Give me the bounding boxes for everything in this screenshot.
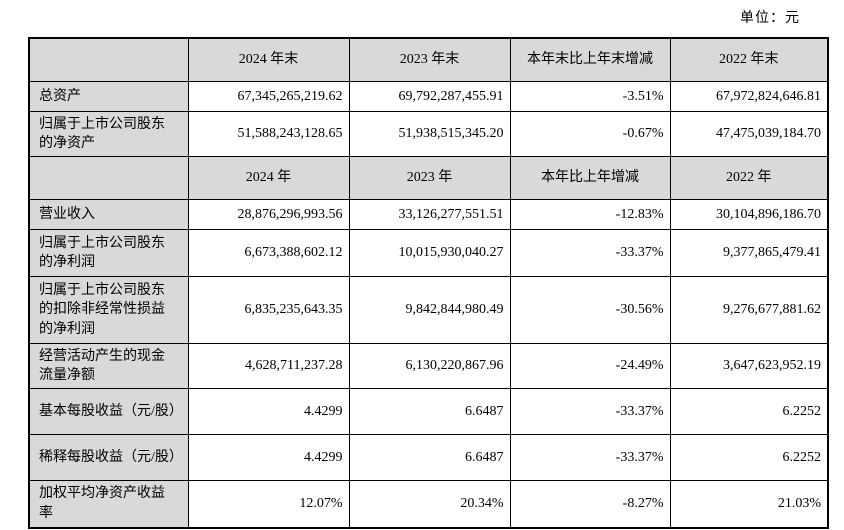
cell-value: 21.03% (669, 480, 829, 528)
row-label: 基本每股收益（元/股） (28, 388, 189, 435)
row-label: 经营活动产生的现金流量净额 (28, 343, 189, 389)
cell-value: 33,126,277,551.51 (348, 199, 511, 230)
cell-value: 20.34% (348, 480, 511, 528)
table-row-operating-cash-flow: 经营活动产生的现金流量净额 4,628,711,237.28 6,130,220… (28, 343, 829, 389)
col-header-2024-year-end: 2024 年末 (187, 37, 350, 82)
cell-value: 51,588,243,128.65 (187, 111, 350, 157)
row-label: 营业收入 (28, 199, 189, 230)
cell-value: 9,276,677,881.62 (669, 276, 829, 344)
corner-cell (28, 156, 189, 200)
row-label: 加权平均净资产收益率 (28, 480, 189, 528)
cell-value: -33.37% (509, 229, 671, 277)
corner-cell (28, 37, 189, 82)
cell-value: -3.51% (509, 81, 671, 112)
cell-value: -0.67% (509, 111, 671, 157)
table-row-basic-eps: 基本每股收益（元/股） 4.4299 6.6487 -33.37% 6.2252 (28, 388, 829, 435)
col-header-2022-year-end: 2022 年末 (669, 37, 829, 82)
table-row-net-profit: 归属于上市公司股东的净利润 6,673,388,602.12 10,015,93… (28, 229, 829, 277)
cell-value: 4.4299 (187, 388, 350, 435)
col-header-2022: 2022 年 (669, 156, 829, 200)
cell-value: 12.07% (187, 480, 350, 528)
col-header-2023-year-end: 2023 年末 (348, 37, 511, 82)
cell-value: 69,792,287,455.91 (348, 81, 511, 112)
section2-header-row: 2024 年 2023 年 本年比上年增减 2022 年 (28, 156, 829, 200)
cell-value: -33.37% (509, 434, 671, 481)
row-label: 归属于上市公司股东的净利润 (28, 229, 189, 277)
row-label: 归属于上市公司股东的扣除非经常性损益的净利润 (28, 276, 189, 344)
cell-value: 67,972,824,646.81 (669, 81, 829, 112)
cell-value: 67,345,265,219.62 (187, 81, 350, 112)
table-row-total-assets: 总资产 67,345,265,219.62 69,792,287,455.91 … (28, 81, 829, 112)
cell-value: -33.37% (509, 388, 671, 435)
cell-value: 4.4299 (187, 434, 350, 481)
col-header-yoy-change: 本年比上年增减 (509, 156, 671, 200)
cell-value: 6.6487 (348, 388, 511, 435)
cell-value: 6.2252 (669, 388, 829, 435)
cell-value: 6.2252 (669, 434, 829, 481)
cell-value: 51,938,515,345.20 (348, 111, 511, 157)
table-row-diluted-eps: 稀释每股收益（元/股） 4.4299 6.6487 -33.37% 6.2252 (28, 434, 829, 481)
cell-value: 9,842,844,980.49 (348, 276, 511, 344)
table-row-weighted-avg-roe: 加权平均净资产收益率 12.07% 20.34% -8.27% 21.03% (28, 480, 829, 528)
cell-value: 6.6487 (348, 434, 511, 481)
cell-value: -30.56% (509, 276, 671, 344)
col-header-2024: 2024 年 (187, 156, 350, 200)
cell-value: 9,377,865,479.41 (669, 229, 829, 277)
cell-value: -8.27% (509, 480, 671, 528)
cell-value: -12.83% (509, 199, 671, 230)
section1-header-row: 2024 年末 2023 年末 本年末比上年末增减 2022 年末 (28, 37, 829, 82)
cell-value: 6,835,235,643.35 (187, 276, 350, 344)
cell-value: -24.49% (509, 343, 671, 389)
cell-value: 10,015,930,040.27 (348, 229, 511, 277)
unit-label: 单位：元 (740, 11, 800, 26)
table-row-operating-revenue: 营业收入 28,876,296,993.56 33,126,277,551.51… (28, 199, 829, 230)
row-label: 总资产 (28, 81, 189, 112)
col-header-2023: 2023 年 (348, 156, 511, 200)
table-row-net-profit-excl-nonrecurring: 归属于上市公司股东的扣除非经常性损益的净利润 6,835,235,643.35 … (28, 276, 829, 344)
col-header-yoy-change-year-end: 本年末比上年末增减 (509, 37, 671, 82)
row-label: 归属于上市公司股东的净资产 (28, 111, 189, 157)
cell-value: 28,876,296,993.56 (187, 199, 350, 230)
cell-value: 47,475,039,184.70 (669, 111, 829, 157)
cell-value: 4,628,711,237.28 (187, 343, 350, 389)
cell-value: 3,647,623,952.19 (669, 343, 829, 389)
key-financials-table: 2024 年末 2023 年末 本年末比上年末增减 2022 年末 总资产 67… (28, 37, 829, 529)
table-row-net-assets: 归属于上市公司股东的净资产 51,588,243,128.65 51,938,5… (28, 111, 829, 157)
cell-value: 6,673,388,602.12 (187, 229, 350, 277)
row-label: 稀释每股收益（元/股） (28, 434, 189, 481)
cell-value: 6,130,220,867.96 (348, 343, 511, 389)
cell-value: 30,104,896,186.70 (669, 199, 829, 230)
